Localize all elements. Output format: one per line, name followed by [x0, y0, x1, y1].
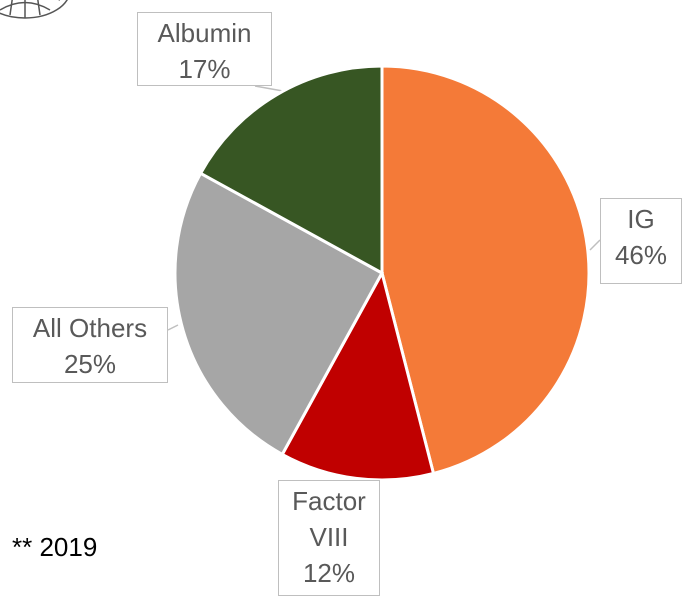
pie-slice	[198, 64, 384, 276]
data-label: Factor VIII 12%	[278, 480, 380, 596]
value-label: 12%	[302, 558, 356, 588]
category-label: IG	[627, 204, 655, 234]
footnote: ** 2019	[12, 532, 98, 562]
data-label: IG 46%	[600, 198, 682, 284]
pie-slice	[173, 171, 385, 457]
category-label: Factor VIII	[292, 486, 366, 552]
data-label: All Others 25%	[12, 307, 168, 383]
value-label: 46%	[614, 240, 668, 270]
category-label: Albumin	[157, 18, 252, 48]
logo	[0, 0, 68, 19]
pie-slice	[280, 268, 436, 482]
value-label: 25%	[63, 349, 117, 379]
pie-slice	[380, 64, 591, 476]
value-label: 17%	[178, 54, 231, 84]
data-label: Albumin 17%	[137, 12, 272, 86]
category-label: All Others	[32, 313, 148, 343]
